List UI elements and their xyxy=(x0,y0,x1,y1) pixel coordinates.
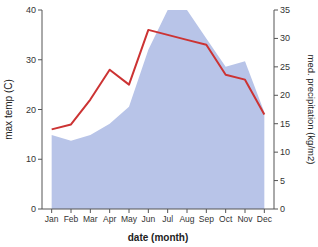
y-tick-label: 40 xyxy=(26,5,36,15)
x-tick xyxy=(245,209,246,213)
y2-tick xyxy=(274,38,278,39)
x-tick xyxy=(109,209,110,213)
y-tick-label: 20 xyxy=(26,105,36,115)
x-tick xyxy=(206,209,207,213)
x-tick xyxy=(225,209,226,213)
y-tick-label: 30 xyxy=(26,55,36,65)
x-tick xyxy=(51,209,52,213)
y2-tick-label: 15 xyxy=(280,119,290,129)
y2-tick xyxy=(274,209,278,210)
y2-tick-label: 30 xyxy=(280,33,290,43)
x-tick-label: Oct xyxy=(219,214,233,224)
plot-area xyxy=(52,10,265,209)
x-tick-label: Jan xyxy=(45,214,59,224)
y2-tick xyxy=(274,95,278,96)
y2-tick-label: 5 xyxy=(280,176,285,186)
y-tick xyxy=(38,59,42,60)
x-tick-label: Jun xyxy=(141,214,155,224)
y2-tick-label: 0 xyxy=(280,204,285,214)
x-tick-label: Jul xyxy=(162,214,173,224)
x-tick-label: Sep xyxy=(199,214,214,224)
y2-tick xyxy=(274,66,278,67)
y2-tick xyxy=(274,123,278,124)
x-tick-label: Dec xyxy=(257,214,273,224)
y2-tick-label: 25 xyxy=(280,62,290,72)
y-tick xyxy=(38,159,42,160)
x-tick xyxy=(167,209,168,213)
y2-tick xyxy=(274,180,278,181)
chart: 01020304005101520253035JanFebMarAprMayJu… xyxy=(0,0,318,247)
x-axis-label: date (month) xyxy=(128,232,189,243)
x-tick xyxy=(90,209,91,213)
y-tick xyxy=(38,209,42,210)
x-tick xyxy=(187,209,188,213)
x-tick-label: Nov xyxy=(237,214,253,224)
x-tick-label: Mar xyxy=(83,214,98,224)
chart-container: 01020304005101520253035JanFebMarAprMayJu… xyxy=(0,0,318,247)
x-tick xyxy=(148,209,149,213)
y2-tick-label: 20 xyxy=(280,90,290,100)
temperature-line xyxy=(52,30,265,129)
x-tick-label: Feb xyxy=(64,214,79,224)
y-tick-label: 0 xyxy=(31,204,36,214)
x-tick-label: Apr xyxy=(103,214,116,224)
x-tick-label: May xyxy=(121,214,138,224)
right-axis-line xyxy=(274,10,275,209)
y-axis-label: max temp (C) xyxy=(3,79,14,140)
x-tick xyxy=(71,209,72,213)
x-tick xyxy=(129,209,130,213)
x-tick xyxy=(264,209,265,213)
y2-tick-label: 10 xyxy=(280,147,290,157)
y-tick-label: 10 xyxy=(26,154,36,164)
y2-tick-label: 35 xyxy=(280,5,290,15)
y-tick xyxy=(38,10,42,11)
y2-tick xyxy=(274,10,278,11)
y2-axis-label: med. precipitation (kg/m2) xyxy=(306,55,317,165)
x-tick-label: Aug xyxy=(179,214,194,224)
x-axis-line xyxy=(42,209,274,210)
y2-tick xyxy=(274,152,278,153)
precipitation-area xyxy=(52,10,265,209)
y-tick xyxy=(38,109,42,110)
